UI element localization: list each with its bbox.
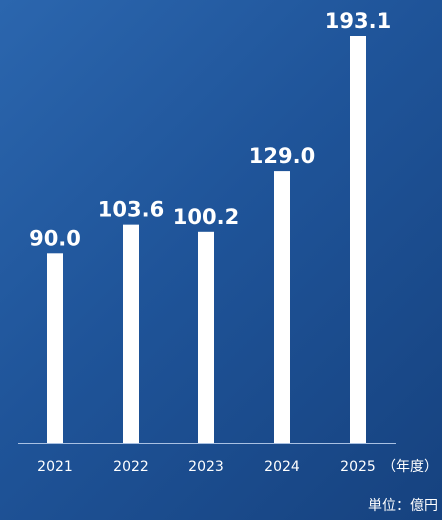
- value-label-2022: 103.6: [98, 198, 164, 222]
- x-axis-unit-label: （年度）: [382, 459, 438, 475]
- bar-2024: [274, 171, 290, 443]
- bar-2022: [123, 224, 139, 443]
- bar-2025: [350, 36, 366, 443]
- value-label-2025: 193.1: [325, 9, 391, 33]
- x-tick-label-2024: 2024: [264, 459, 300, 475]
- value-labels-group: 90.0 103.6 100.2 129.0 193.1: [29, 9, 391, 250]
- x-tick-label-2023: 2023: [188, 459, 224, 475]
- x-tick-label-2022: 2022: [113, 459, 149, 475]
- bars-group: [47, 36, 366, 443]
- unit-label: 単位：億円: [368, 498, 438, 514]
- x-tick-label-2021: 2021: [37, 459, 73, 475]
- x-tick-label-2025: 2025: [340, 459, 376, 475]
- value-label-2021: 90.0: [29, 226, 81, 250]
- bar-2023: [198, 231, 214, 443]
- bar-2021: [47, 253, 63, 443]
- value-label-2023: 100.2: [173, 205, 239, 229]
- value-label-2024: 129.0: [249, 144, 315, 168]
- x-tick-labels-group: 2021 2022 2023 2024 2025: [37, 459, 376, 475]
